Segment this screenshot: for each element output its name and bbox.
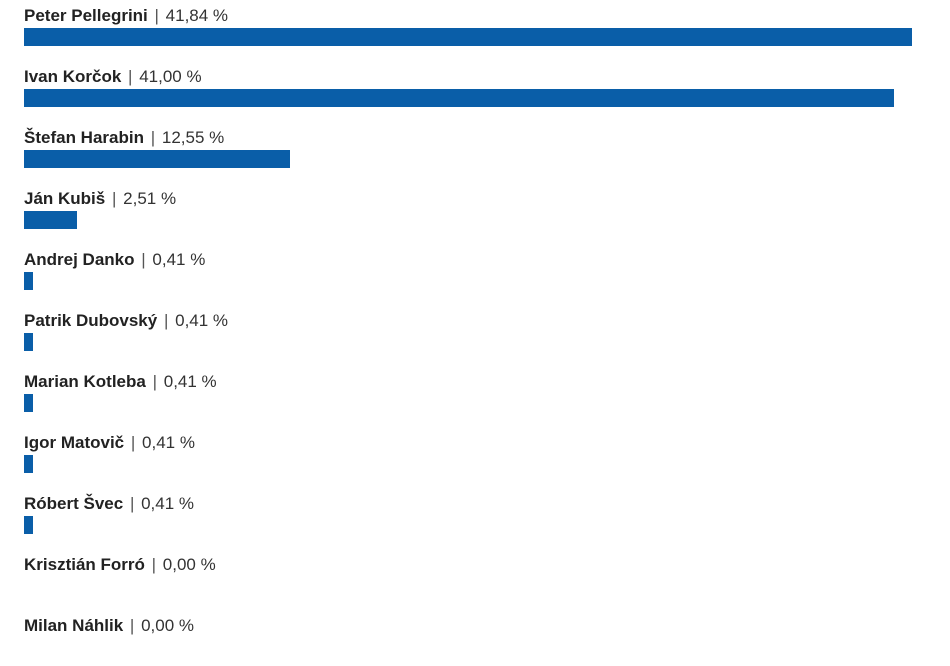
category-label: Krisztián Forró [24,555,145,574]
category-label: Andrej Danko [24,250,135,269]
bar-label: Štefan Harabin | 12,55 % [24,128,224,148]
bar [24,516,33,534]
results-bar-chart: Peter Pellegrini | 41,84 % Ivan Korčok | … [24,0,914,635]
bar-label: Andrej Danko | 0,41 % [24,250,205,270]
chart-row: Ján Kubiš | 2,51 % [24,183,914,239]
bar [24,211,78,229]
label-separator: | [151,555,157,574]
label-separator: | [128,67,133,86]
value-label: 0,41 % [142,433,195,452]
bar-label: Patrik Dubovský | 0,41 % [24,311,228,331]
bar [24,272,33,290]
bar-label: Ivan Korčok | 41,00 % [24,67,202,87]
bar-label: Milan Náhlik | 0,00 % [24,616,194,636]
bar [24,150,291,168]
category-label: Marian Kotleba [24,372,146,391]
category-label: Igor Matovič [24,433,125,452]
value-label: 0,41 % [152,250,206,269]
chart-row: Milan Náhlik | 0,00 % [24,610,914,666]
bar-label: Marian Kotleba | 0,41 % [24,372,217,392]
category-label: Róbert Švec [24,494,124,513]
chart-row: Patrik Dubovský | 0,41 % [24,305,914,361]
chart-row: Róbert Švec | 0,41 % [24,488,914,544]
bar-label: Ján Kubiš | 2,51 % [24,189,176,209]
chart-row: Krisztián Forró | 0,00 % [24,549,914,605]
category-label: Ján Kubiš [24,189,106,208]
value-label: 41,84 % [165,6,229,25]
bar [24,394,33,412]
label-separator: | [130,433,136,452]
bar-label: Peter Pellegrini | 41,84 % [24,6,228,26]
value-label: 41,00 % [139,67,202,86]
category-label: Milan Náhlik [24,616,124,635]
bar-label: Róbert Švec | 0,41 % [24,494,194,514]
value-label: 12,55 % [161,128,225,147]
label-separator: | [152,372,158,391]
label-separator: | [111,189,117,208]
chart-row: Peter Pellegrini | 41,84 % [24,0,914,56]
label-separator: | [129,616,135,635]
chart-row: Ivan Korčok | 41,00 % [24,61,914,117]
category-label: Ivan Korčok [24,67,122,86]
chart-row: Marian Kotleba | 0,41 % [24,366,914,422]
value-label: 0,41 % [163,372,217,391]
chart-row: Andrej Danko | 0,41 % [24,244,914,300]
bar [24,28,912,46]
bar [24,455,33,473]
label-separator: | [163,311,169,330]
chart-row: Štefan Harabin | 12,55 % [24,122,914,178]
label-separator: | [150,128,156,147]
chart-row: Igor Matovič | 0,41 % [24,427,914,483]
bar [24,333,33,351]
value-label: 0,41 % [141,494,195,513]
label-separator: | [129,494,135,513]
category-label: Štefan Harabin [24,128,144,147]
bar [24,89,895,107]
value-label: 0,41 % [175,311,229,330]
bar-label: Igor Matovič | 0,41 % [24,433,195,453]
label-separator: | [141,250,146,269]
value-label: 2,51 % [123,189,177,208]
category-label: Peter Pellegrini [24,6,148,25]
bar-label: Krisztián Forró | 0,00 % [24,555,216,575]
value-label: 0,00 % [162,555,216,574]
label-separator: | [154,6,159,25]
category-label: Patrik Dubovský [24,311,158,330]
value-label: 0,00 % [141,616,195,635]
